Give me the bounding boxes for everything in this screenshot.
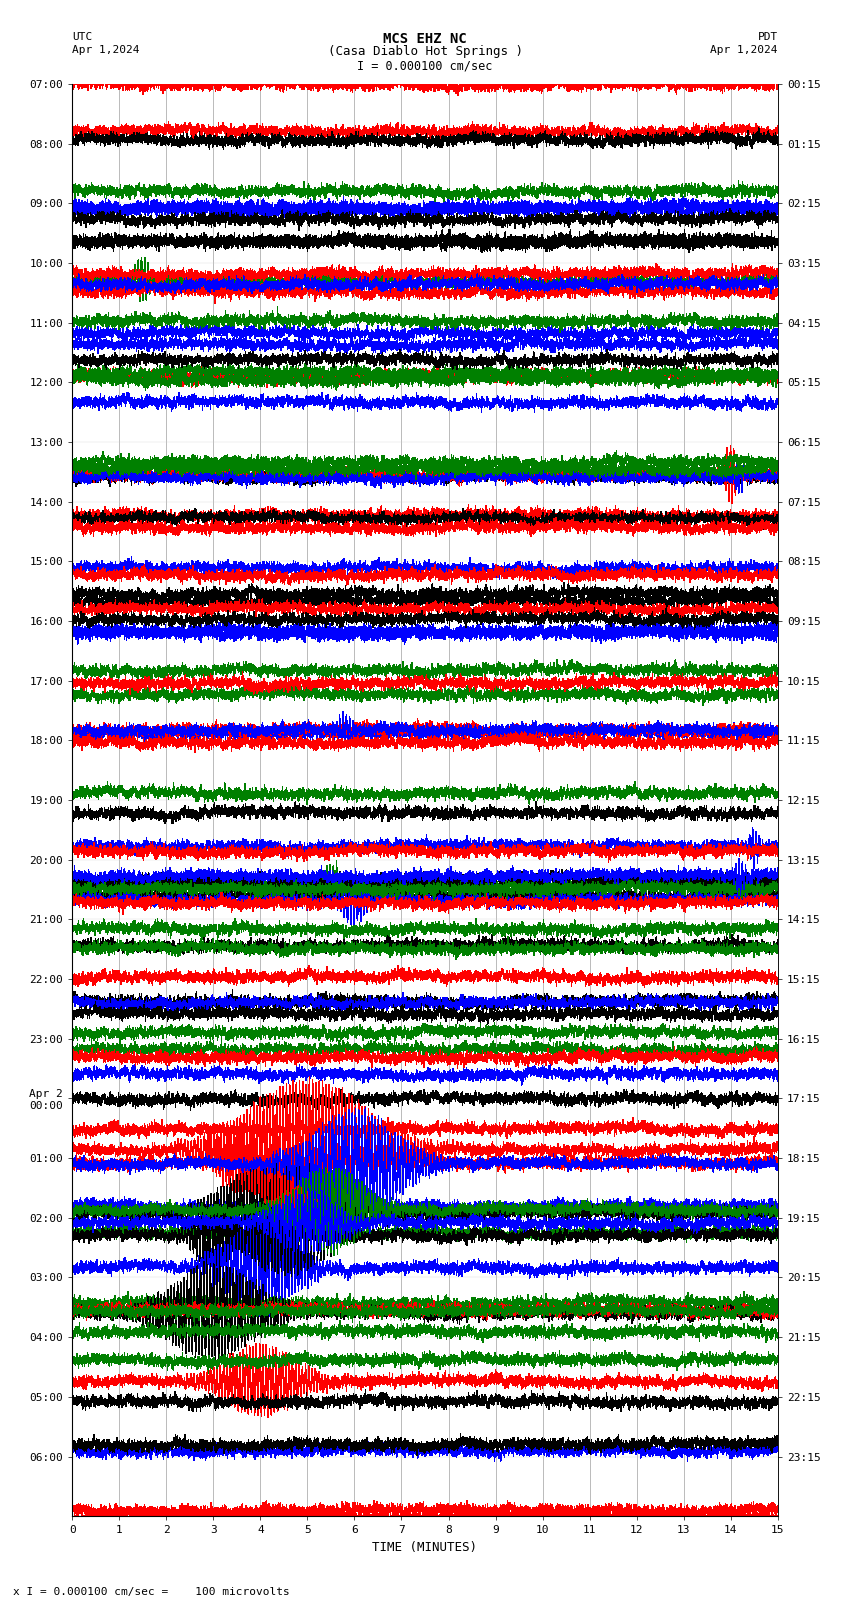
Text: (Casa Diablo Hot Springs ): (Casa Diablo Hot Springs ) [327, 45, 523, 58]
X-axis label: TIME (MINUTES): TIME (MINUTES) [372, 1540, 478, 1553]
Text: MCS EHZ NC: MCS EHZ NC [383, 32, 467, 47]
Text: PDT: PDT [757, 32, 778, 42]
Text: x I = 0.000100 cm/sec =    100 microvolts: x I = 0.000100 cm/sec = 100 microvolts [13, 1587, 290, 1597]
Text: UTC: UTC [72, 32, 93, 42]
Text: Apr 1,2024: Apr 1,2024 [711, 45, 778, 55]
Text: Apr 1,2024: Apr 1,2024 [72, 45, 139, 55]
Text: I = 0.000100 cm/sec: I = 0.000100 cm/sec [357, 60, 493, 73]
